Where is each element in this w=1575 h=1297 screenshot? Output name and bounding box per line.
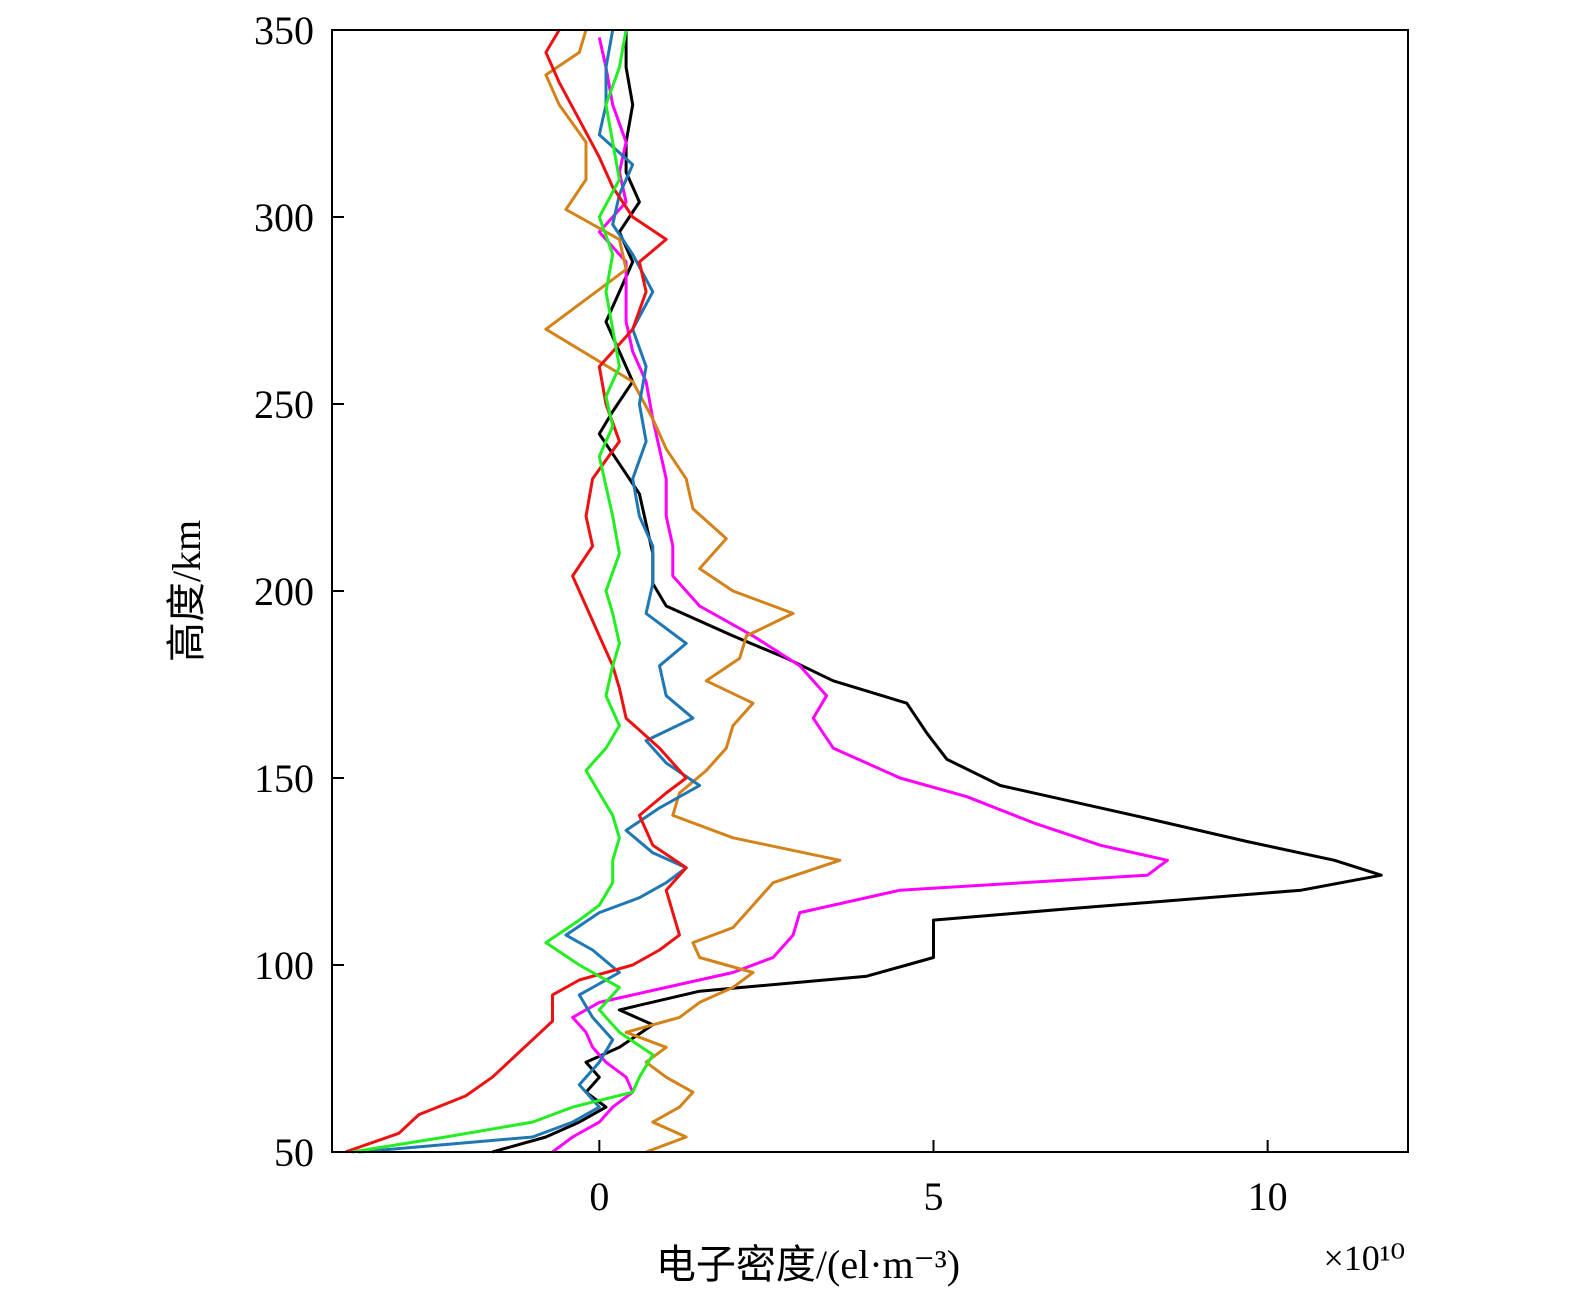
x-tick-label: 0 [589, 1174, 609, 1219]
series-line-6 [351, 29, 655, 1154]
x-axis-label: 电子密度/(el·m⁻³) [656, 1242, 960, 1287]
series-line-5 [344, 29, 688, 1154]
y-axis-label: 高度/km [164, 520, 209, 662]
series-line-3 [544, 29, 842, 1154]
x-tick-label: 5 [923, 1174, 943, 1219]
y-tick-label: 250 [254, 382, 314, 427]
y-tick-label: 50 [274, 1130, 314, 1175]
x-axis-multiplier: ×10¹⁰ [1323, 1238, 1405, 1278]
y-tick-label: 300 [254, 195, 314, 240]
y-tick-label: 200 [254, 569, 314, 614]
y-tick-label: 350 [254, 8, 314, 53]
plot-frame [331, 29, 1409, 1153]
y-tick-label: 150 [254, 756, 314, 801]
y-axis: 50 100 150 200 250 300 350 [254, 8, 344, 1175]
series-layer [344, 29, 1383, 1154]
series-line-1 [491, 30, 1383, 1154]
x-tick-label: 10 [1248, 1174, 1288, 1219]
y-tick-label: 100 [254, 943, 314, 988]
series-line-2 [551, 37, 1169, 1154]
series-line-4 [358, 29, 702, 1154]
x-axis: 0 5 10 [589, 1140, 1288, 1219]
